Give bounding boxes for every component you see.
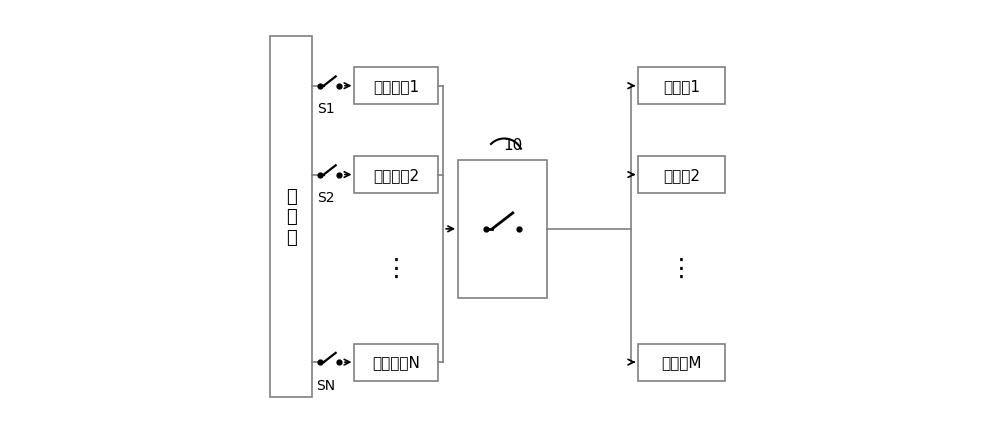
Text: S2: S2 (317, 191, 335, 205)
FancyBboxPatch shape (354, 344, 438, 381)
Text: 功率模块2: 功率模块2 (373, 168, 419, 183)
Text: 充电枪1: 充电枪1 (663, 79, 700, 94)
Text: 10: 10 (504, 138, 523, 153)
FancyBboxPatch shape (638, 157, 725, 194)
FancyBboxPatch shape (458, 161, 547, 298)
FancyBboxPatch shape (270, 37, 312, 397)
FancyBboxPatch shape (638, 344, 725, 381)
FancyBboxPatch shape (638, 68, 725, 105)
Text: 功率模块N: 功率模块N (372, 355, 420, 370)
Text: 功率模块1: 功率模块1 (373, 79, 419, 94)
FancyBboxPatch shape (354, 68, 438, 105)
Text: 供
电
网: 供 电 网 (286, 187, 297, 247)
Text: 充电枪M: 充电枪M (661, 355, 702, 370)
Text: 充电枪2: 充电枪2 (663, 168, 700, 183)
FancyBboxPatch shape (354, 157, 438, 194)
Text: ⋮: ⋮ (384, 257, 409, 281)
Text: S1: S1 (317, 102, 335, 116)
Text: SN: SN (316, 378, 335, 392)
Text: ⋮: ⋮ (669, 257, 694, 281)
